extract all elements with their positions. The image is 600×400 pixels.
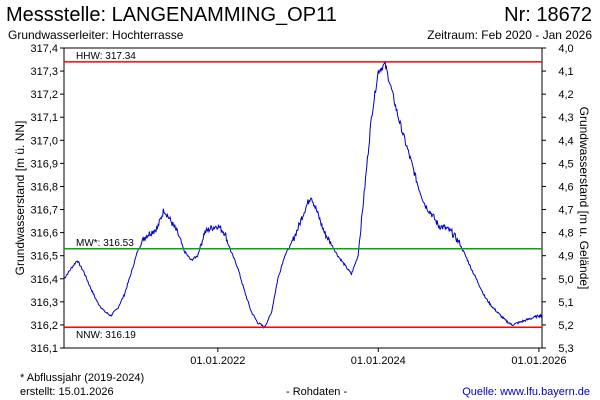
raw-data-label: - Rohdaten - (286, 386, 348, 398)
y2-tick-label: 5,2 (558, 320, 573, 332)
created-date: erstellt: 15.01.2026 (20, 386, 114, 398)
aquifer-label: Grundwasserleiter: Hochterrasse (8, 28, 184, 42)
y-tick-label: 316,5 (30, 251, 58, 263)
period-label: Zeitraum: Feb 2020 - Jan 2026 (427, 28, 592, 42)
y2-tick-label: 4,4 (558, 135, 573, 147)
y-tick-label: 317,3 (30, 66, 58, 78)
y2-tick-label: 4,9 (558, 251, 573, 263)
y2-tick-label: 5,0 (558, 274, 573, 286)
y2-tick-label: 4,7 (558, 205, 573, 217)
y2-tick-label: 4,8 (558, 228, 573, 240)
ref-label-mw: MW*: 316.53 (76, 238, 134, 249)
station-number: Nr: 18672 (504, 4, 592, 26)
y2-axis-title: Grundwasserstand [m u. Gelände] (577, 107, 591, 290)
y-tick-label: 317,2 (30, 89, 58, 101)
plot-frame (63, 47, 543, 349)
y2-tick-label: 4,0 (558, 43, 573, 55)
y-tick-label: 316,1 (30, 343, 58, 355)
x-tick-label: 01.01.2022 (190, 355, 245, 367)
y-tick-label: 317,0 (30, 135, 58, 147)
y-tick-label: 316,4 (30, 274, 58, 286)
y2-tick-label: 4,1 (558, 66, 573, 78)
y-tick-label: 316,2 (30, 320, 58, 332)
x-tick-label: 01.01.2026 (511, 355, 566, 367)
y2-tick-label: 4,5 (558, 158, 573, 170)
y2-tick-label: 4,2 (558, 89, 573, 101)
series-line (63, 60, 543, 329)
y-tick-label: 317,1 (30, 112, 58, 124)
y-tick-label: 316,7 (30, 205, 58, 217)
y2-tick-label: 5,1 (558, 297, 573, 309)
y-tick-label: 317,4 (30, 43, 58, 55)
y2-tick-label: 4,6 (558, 181, 573, 193)
y-tick-label: 316,6 (30, 228, 58, 240)
source-link[interactable]: Quelle: www.lfu.bayern.de (462, 386, 590, 398)
y-tick-label: 316,9 (30, 158, 58, 170)
ref-label-hhw: HHW: 317.34 (76, 51, 136, 62)
y2-tick-label: 5,3 (558, 343, 573, 355)
y-axis-title: Grundwasserstand [m ü. NN] (13, 121, 27, 276)
x-tick-label: 01.01.2024 (351, 355, 406, 367)
y2-tick-label: 4,3 (558, 112, 573, 124)
ref-label-nnw: NNW: 316.19 (76, 330, 136, 341)
station-title: Messstelle: LANGENAMMING_OP11 (6, 4, 337, 26)
footnote: * Abflussjahr (2019-2024) (20, 372, 145, 384)
y-tick-label: 316,3 (30, 297, 58, 309)
y-tick-label: 316,8 (30, 181, 58, 193)
